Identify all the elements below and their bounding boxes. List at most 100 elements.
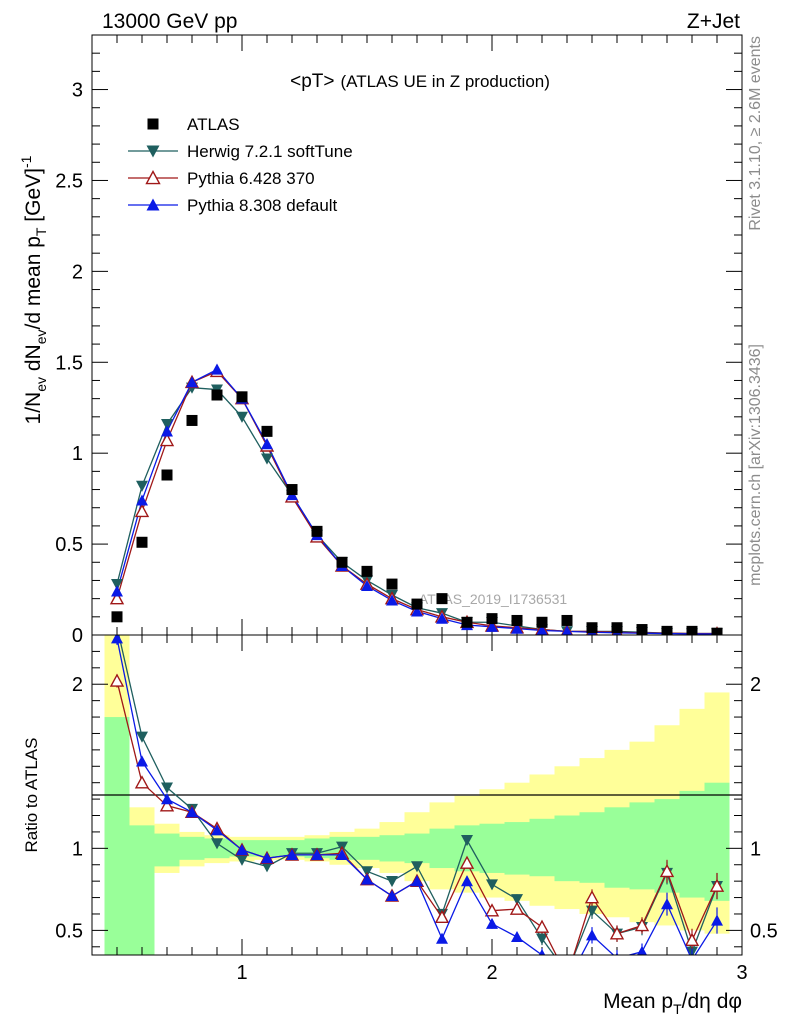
atlas-point: [486, 613, 498, 625]
ratio-point: [461, 875, 473, 887]
ratio-point: [561, 970, 573, 981]
legend-label: Herwig 7.2.1 softTune: [187, 142, 353, 161]
y-tick-label: 2.5: [55, 170, 83, 192]
series-point: [511, 622, 523, 634]
y-tick-label: 3: [72, 80, 83, 102]
stat-band: [479, 823, 505, 873]
ratio-point: [459, 855, 475, 869]
atlas-point: [286, 484, 298, 496]
ratio-point: [111, 635, 123, 644]
ratio-y-tick-label: 0.5: [55, 920, 83, 942]
ratio-point: [336, 848, 348, 860]
series-point: [161, 418, 173, 431]
series-point: [186, 376, 198, 388]
stat-band: [579, 812, 605, 883]
stat-band: [429, 828, 455, 869]
legend-marker: [145, 170, 161, 185]
series-point: [261, 453, 273, 465]
series-line: [116, 387, 717, 635]
series-point: [109, 591, 125, 605]
atlas-point: [711, 627, 723, 635]
ratio-point: [709, 878, 725, 892]
ratio-point: [584, 890, 600, 904]
stat-band: [679, 790, 705, 898]
ratio-frame: [91, 634, 743, 956]
ratio-point: [159, 798, 175, 812]
ratio-point: [609, 926, 625, 940]
ratio-point: [236, 843, 248, 856]
stat-band: [254, 840, 280, 857]
ratio-y-label: Ratio to ATLAS: [22, 738, 41, 853]
ratio-series: [109, 635, 725, 988]
ratio-point: [711, 914, 723, 926]
legend-label: ATLAS: [187, 115, 240, 134]
ratio-point: [484, 903, 500, 917]
ratio-point: [538, 949, 546, 955]
atlas-point: [336, 556, 348, 568]
atlas-point: [211, 389, 223, 401]
atlas-point: [386, 578, 398, 590]
series-point: [361, 579, 373, 592]
ratio-point: [659, 863, 675, 878]
ratio-point: [236, 854, 248, 866]
y-tick-label: 0.5: [55, 534, 83, 556]
stat-band: [104, 717, 130, 955]
ratio-point: [286, 848, 298, 860]
ratio-y-tick-label: 1: [72, 838, 83, 860]
stat-band: [129, 825, 155, 955]
ratio-point: [461, 835, 473, 847]
stat-band: [154, 833, 180, 867]
atlas-point: [536, 616, 548, 628]
series-point: [136, 480, 148, 492]
stat-band: [629, 802, 655, 890]
ratio-point: [486, 879, 498, 891]
ratio-point: [561, 968, 573, 979]
stat-band: [529, 818, 555, 877]
uncertainty-bands: [104, 635, 730, 955]
atlas-point: [261, 425, 273, 437]
series-point: [111, 578, 123, 591]
ratio-point: [211, 824, 223, 836]
ratio-panel: 1 2 30.5 0.51 12 2 Ratio to ATLAS: [22, 634, 778, 988]
x-tick-label: 2: [486, 962, 497, 984]
main-panel: 0 0.5 1 1.5 2 2.5 3 ATLAS_2019_I1736531 <pT> (A…: [18, 34, 743, 647]
ratio-point: [261, 852, 273, 864]
stat-band: [604, 807, 630, 888]
rivet-label: Rivet 3.1.10, ≥ 2.6M events: [747, 36, 764, 231]
stat-band: [179, 836, 205, 860]
atlas-point: [136, 536, 148, 548]
atlas-point: [561, 614, 573, 626]
series-point: [261, 438, 273, 450]
series-point: [486, 620, 498, 632]
ratio-point: [411, 861, 423, 873]
y-tick-label: 0: [72, 625, 83, 647]
ratio-y-tick-label-right: 0.5: [750, 920, 778, 942]
series-point: [134, 503, 150, 518]
ratio-point: [634, 917, 650, 932]
source-label: mcplots.cern.ch [arXiv:1306.3436]: [747, 344, 764, 586]
atlas-point: [686, 625, 698, 635]
atlas-point: [111, 611, 123, 623]
series-point: [159, 432, 175, 447]
ratio-point: [615, 952, 619, 955]
ratio-point: [411, 875, 423, 887]
x-tick-label: 1: [236, 962, 247, 984]
ratio-point: [536, 933, 548, 945]
ratio-point: [636, 945, 648, 955]
ratio-point: [434, 909, 450, 924]
series-point: [436, 612, 448, 624]
header-left: 13000 GeV pp: [102, 10, 237, 33]
ratio-point: [561, 977, 573, 988]
y-tick-label: 1.5: [55, 352, 83, 374]
atlas-point: [186, 414, 198, 426]
legend-marker: [147, 118, 159, 130]
legend-label: Pythia 6.428 370: [187, 169, 315, 188]
x-axis-label: Mean pT/dη dφ: [603, 990, 742, 1017]
ratio-point: [684, 932, 700, 947]
ratio-point: [586, 929, 598, 941]
ratio-point: [136, 755, 148, 767]
ratio-point: [161, 793, 173, 805]
header-right: Z+Jet: [687, 10, 740, 33]
stat-band: [404, 833, 430, 864]
ratio-point: [511, 894, 523, 906]
